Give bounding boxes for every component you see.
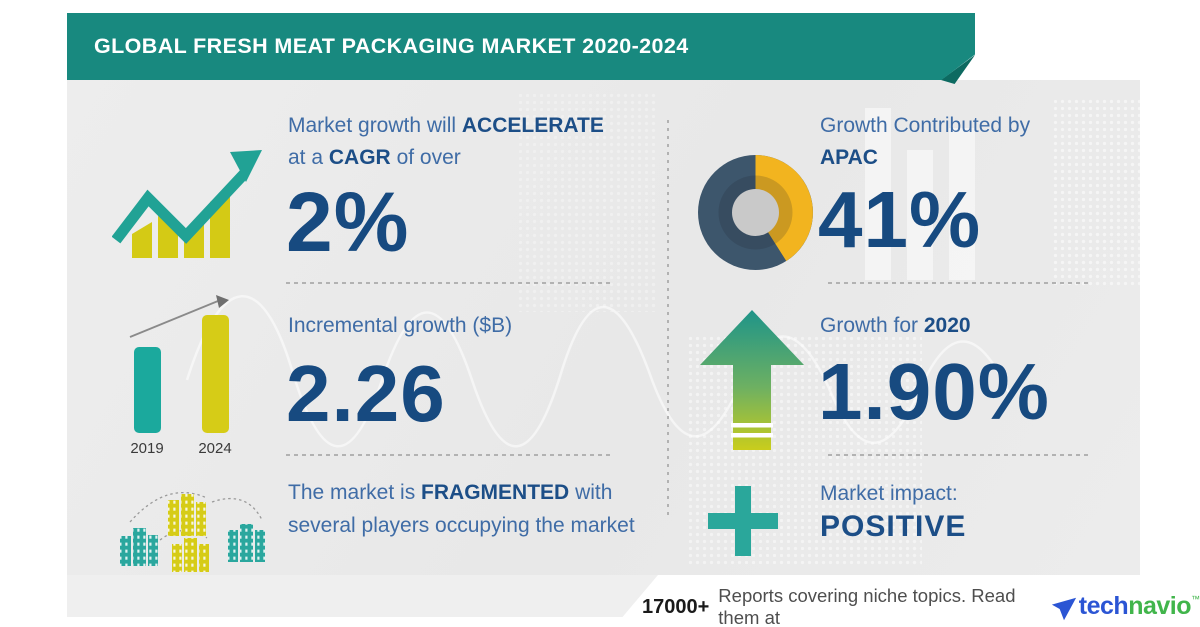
cagr-text: Market growth will ACCELERATE at a CAGR …: [288, 110, 604, 174]
footer-report-count: 17000+: [642, 595, 710, 618]
row-divider: [286, 282, 614, 284]
apac-text: Growth Contributed by APAC: [820, 110, 1030, 174]
growth-2020-value: 1.90%: [818, 347, 1050, 436]
growth-2020-label: Growth for 2020: [820, 310, 971, 342]
content-panel: [67, 80, 1200, 575]
footer: 17000+ Reports covering niche topics. Re…: [642, 585, 1200, 627]
yellow-building-cluster: [172, 538, 209, 572]
growth-2020-year: 2020: [923, 314, 971, 337]
logo-tech: tech: [1078, 591, 1129, 620]
panel-bottom-strip: [67, 575, 658, 617]
cagr-line2-pre: at a: [288, 146, 324, 169]
cagr-value: 2%: [286, 175, 410, 269]
logo-trademark: ™: [1191, 593, 1200, 604]
impact-value: POSITIVE: [820, 510, 967, 543]
row-divider: [286, 454, 614, 456]
header-banner: GLOBAL FRESH MEAT PACKAGING MARKET 2020-…: [67, 13, 975, 80]
apac-value: 41%: [818, 175, 982, 264]
dot-map-decoration: [517, 92, 657, 312]
ghost-bar-decoration: [907, 150, 933, 280]
fragmented-bold: FRAGMENTED: [421, 481, 570, 504]
donut-chart-icon: [698, 155, 813, 270]
fragmented-pre: The market is: [288, 481, 416, 504]
ghost-bar-decoration: [949, 128, 975, 280]
incremental-label: Incremental growth ($B): [288, 314, 513, 337]
page-title: GLOBAL FRESH MEAT PACKAGING MARKET 2020-…: [94, 34, 689, 58]
bar-year-2019-label: 2019: [130, 440, 163, 457]
dot-map-decoration: [1052, 98, 1200, 288]
plus-icon: [708, 486, 778, 556]
cagr-line1-pre: Market growth will: [288, 114, 457, 137]
teal-building-cluster: [228, 524, 265, 562]
year-bars-icon: 2019 2024: [129, 295, 232, 457]
teal-building-cluster: [120, 528, 158, 566]
ghost-bar-decoration: [865, 108, 891, 280]
impact-label: Market impact:: [820, 482, 958, 505]
cagr-line1-bold: ACCELERATE: [461, 114, 604, 137]
buildings-market-icon: [120, 491, 265, 572]
footer-text: Reports covering niche topics. Read them…: [718, 585, 1016, 627]
growth-2020-pre: Growth for: [820, 314, 919, 337]
cagr-line2-bold: CAGR: [328, 146, 391, 169]
row-divider: [828, 454, 1088, 456]
fragmented-text: The market is FRAGMENTED with several pl…: [288, 476, 640, 542]
technavio-logo[interactable]: tech navio ™: [1051, 592, 1200, 623]
bar-year-2024-label: 2024: [198, 440, 231, 457]
wave-line-decoration: [185, 295, 1014, 448]
incremental-value: 2.26: [286, 349, 446, 438]
row-divider: [828, 282, 1088, 284]
donut-apac-slice: [755, 155, 813, 261]
up-arrow-icon: [700, 310, 804, 450]
apac-line2: APAC: [820, 146, 878, 169]
technavio-flag-icon: [1051, 597, 1076, 620]
column-divider: [667, 120, 669, 518]
cagr-line2-post: of over: [396, 146, 461, 169]
apac-line1: Growth Contributed by: [820, 114, 1031, 137]
fragmented-rest: with several players occupying the marke…: [288, 481, 635, 537]
yellow-building-cluster: [168, 494, 206, 536]
logo-navio: navio: [1128, 591, 1191, 620]
growth-chart-icon: [112, 150, 262, 258]
